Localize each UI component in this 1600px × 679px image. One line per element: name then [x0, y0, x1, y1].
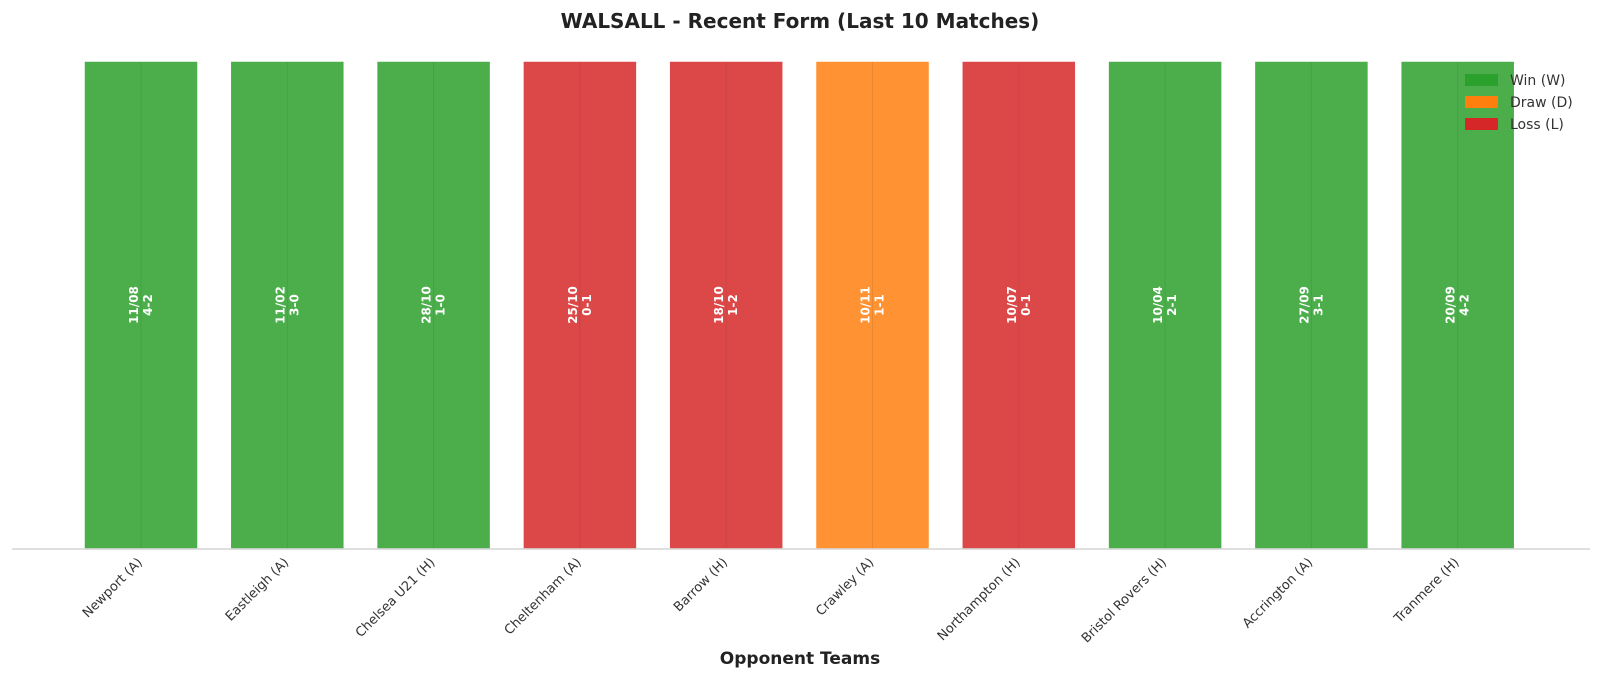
- bar-label-6: 10/111-1: [859, 286, 887, 324]
- bar-7: [961, 60, 1077, 550]
- bar-date-4: 25/10: [566, 286, 580, 324]
- legend-swatch-w: [1465, 74, 1498, 86]
- chart-title: WALSALL - Recent Form (Last 10 Matches): [561, 9, 1040, 33]
- bar-8: [1107, 60, 1223, 550]
- x-tick-label-5: Barrow (H): [671, 555, 731, 615]
- bar-date-7: 10/07: [1005, 286, 1019, 324]
- bar-label-5: 18/101-2: [712, 286, 740, 324]
- bar-date-3: 28/10: [420, 286, 434, 324]
- x-tick-label-9: Accrington (A): [1240, 555, 1316, 631]
- x-tick-labels: Newport (A) Eastleigh (A) Chelsea U21 (H) C…: [80, 555, 1463, 646]
- x-tick-label-10: Tranmere (H): [1391, 555, 1463, 627]
- legend-label-l: Loss (L): [1510, 117, 1564, 133]
- x-tick-label-7: Northampton (H): [935, 555, 1024, 644]
- legend-swatch-d: [1465, 96, 1498, 108]
- bar-date-6: 10/11: [859, 286, 873, 324]
- bar-score-2: 3-0: [287, 294, 301, 316]
- bar-label-8: 10/042-1: [1151, 286, 1179, 324]
- bar-score-10: 4-2: [1458, 294, 1472, 316]
- bar-label-1: 11/084-2: [127, 286, 155, 324]
- legend-label-d: Draw (D): [1510, 95, 1573, 111]
- bar-score-8: 2-1: [1165, 294, 1179, 316]
- x-tick-label-2: Eastleigh (A): [223, 555, 292, 624]
- bar-date-5: 18/10: [712, 286, 726, 324]
- bar-score-1: 4-2: [141, 294, 155, 316]
- x-tick-label-6: Crawley (A): [813, 555, 877, 619]
- x-tick-label-3: Chelsea U21 (H): [353, 555, 438, 640]
- bar-3: [375, 60, 492, 550]
- bar-6: [814, 60, 931, 550]
- bar-score-6: 1-1: [873, 294, 887, 316]
- legend-swatch-l: [1465, 118, 1498, 130]
- bar-score-3: 1-0: [434, 294, 448, 316]
- bar-score-9: 3-1: [1311, 294, 1325, 316]
- bar-9: [1253, 60, 1370, 550]
- bar-label-3: 28/101-0: [420, 286, 448, 324]
- x-tick-label-8: Bristol Rovers (H): [1079, 555, 1170, 646]
- x-tick-label-1: Newport (A): [80, 555, 146, 621]
- legend-label-w: Win (W): [1510, 73, 1566, 89]
- bar-label-7: 10/070-1: [1005, 286, 1033, 324]
- bar-score-5: 1-2: [726, 294, 740, 316]
- bar-date-9: 27/09: [1297, 286, 1311, 324]
- bar-2: [229, 60, 346, 550]
- bar-date-10: 20/09: [1444, 286, 1458, 324]
- bar-date-8: 10/04: [1151, 286, 1165, 324]
- legend: Win (W) Draw (D) Loss (L): [1465, 73, 1573, 133]
- bar-10: [1399, 60, 1516, 550]
- bar-date-1: 11/08: [127, 286, 141, 324]
- bar-1: [83, 60, 199, 550]
- x-axis-label: Opponent Teams: [720, 649, 880, 669]
- bar-date-2: 11/02: [273, 286, 287, 324]
- bar-label-4: 25/100-1: [566, 286, 594, 324]
- bar-label-10: 20/094-2: [1444, 286, 1472, 324]
- bar-score-4: 0-1: [580, 294, 594, 316]
- bar-score-7: 0-1: [1019, 294, 1033, 316]
- x-tick-label-4: Cheltenham (A): [502, 555, 585, 638]
- bar-label-9: 27/093-1: [1297, 286, 1325, 324]
- bars-group: 11/084-2 11/023-0 28/101-0 25/100-1 18/101-2…: [83, 60, 1516, 550]
- bar-label-2: 11/023-0: [273, 286, 301, 324]
